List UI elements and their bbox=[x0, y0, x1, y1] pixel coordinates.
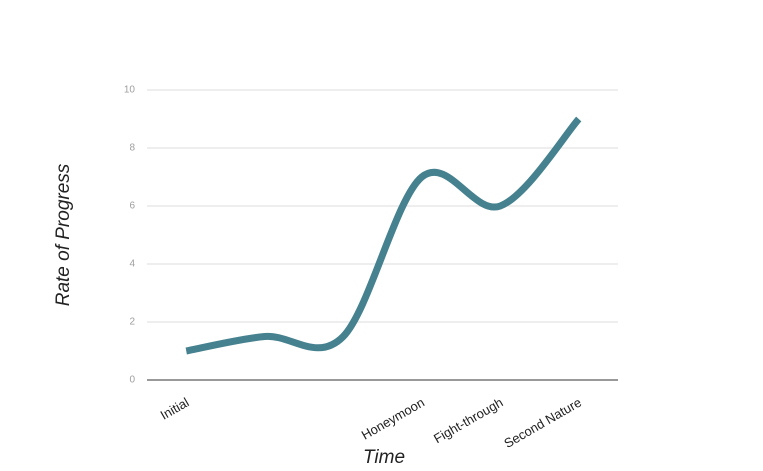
x-axis-title: Time bbox=[363, 447, 405, 468]
y-tick-label: 6 bbox=[129, 201, 135, 212]
y-tick-label: 4 bbox=[129, 259, 135, 270]
line-series bbox=[185, 116, 582, 355]
y-tick-label: 8 bbox=[129, 143, 135, 154]
x-tick-label: Second Nature bbox=[501, 395, 584, 451]
y-axis-title: Rate of Progress bbox=[53, 163, 74, 306]
y-tick-label: 0 bbox=[129, 375, 135, 386]
y-tick-label: 2 bbox=[129, 317, 135, 328]
x-tick-label: Initial bbox=[158, 395, 192, 423]
y-tick-label: 10 bbox=[124, 85, 136, 96]
x-tick-label: Fight-through bbox=[431, 395, 505, 447]
x-tick-label: Honeymoon bbox=[359, 395, 427, 443]
